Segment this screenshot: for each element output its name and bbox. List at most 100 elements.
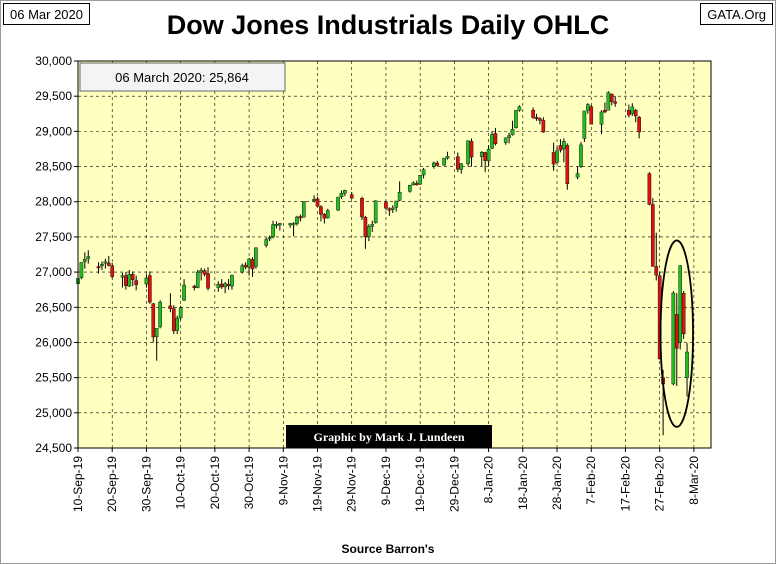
ohlc-body: [127, 274, 132, 287]
ohlc-body: [124, 275, 128, 286]
ohlc-bar-down: [534, 113, 539, 121]
ohlc-body: [288, 223, 292, 226]
ohlc-body: [172, 308, 176, 332]
ohlc-body: [110, 265, 115, 277]
ohlc-bar-up: [510, 120, 515, 136]
ohlc-body: [490, 134, 494, 149]
ohlc-body: [671, 292, 676, 385]
ohlc-body: [247, 258, 251, 268]
ohlc-bar-up: [302, 201, 306, 218]
ohlc-body: [363, 217, 368, 237]
x-tick-label: 19-Nov-19: [311, 456, 325, 512]
ohlc-body: [678, 265, 683, 343]
ohlc-bar-up: [466, 140, 470, 166]
ohlc-body: [558, 145, 563, 151]
ohlc-bar-up: [442, 157, 446, 166]
ohlc-bar-down: [134, 275, 138, 291]
ohlc-body: [442, 157, 446, 166]
ohlc-body: [633, 110, 638, 117]
ohlc-bar-up: [271, 220, 275, 239]
ohlc-body: [486, 149, 491, 162]
ohlc-body: [216, 284, 221, 288]
ohlc-bar-down: [168, 293, 173, 313]
x-tick-label: 9-Nov-19: [276, 456, 290, 506]
ohlc-body: [315, 198, 320, 207]
ohlc-bar-up: [127, 269, 132, 287]
ohlc-bar-down: [483, 151, 487, 173]
ohlc-body: [230, 274, 234, 287]
last-close-text: 06 March 2020: 25,864: [115, 70, 249, 85]
ohlc-body: [503, 137, 508, 143]
ohlc-bar-down: [637, 115, 641, 139]
ohlc-bar-up: [175, 315, 180, 335]
ohlc-bar-down: [469, 138, 474, 167]
x-tick-label: 7-Feb-20: [584, 456, 598, 505]
ohlc-bar-down: [493, 127, 498, 146]
ohlc-body: [414, 183, 419, 186]
ohlc-bar-up: [479, 151, 484, 166]
y-tick-label: 29,500: [35, 89, 72, 103]
ohlc-bar-down: [558, 139, 563, 153]
ohlc-bar-up: [178, 305, 183, 320]
ohlc-body: [144, 277, 149, 285]
ohlc-bar-down: [130, 271, 135, 287]
y-tick-label: 27,500: [35, 230, 72, 244]
y-tick-label: 28,000: [35, 195, 72, 209]
credit-box: Graphic by Mark J. Lundeen: [286, 425, 492, 448]
ohlc-body: [120, 275, 125, 278]
ohlc-body: [562, 141, 566, 150]
ohlc-body: [370, 224, 375, 227]
ohlc-bar-up: [373, 200, 378, 224]
ohlc-body: [394, 200, 399, 208]
ohlc-body: [479, 152, 484, 157]
x-tick-label: 30-Sep-19: [139, 456, 153, 512]
ohlc-body: [589, 106, 594, 125]
ohlc-bar-down: [192, 284, 197, 291]
y-tick-label: 30,000: [35, 54, 72, 68]
ohlc-body: [459, 163, 464, 170]
ohlc-bar-up: [264, 237, 268, 248]
ohlc-body: [408, 184, 412, 192]
ohlc-bar-down: [387, 207, 392, 216]
ohlc-bar-up: [390, 205, 395, 213]
ohlc-bar-up: [685, 343, 689, 397]
y-tick-label: 28,500: [35, 160, 72, 174]
ohlc-bar-up: [295, 215, 299, 226]
x-tick-label: 27-Feb-20: [653, 456, 667, 512]
ohlc-bar-up: [154, 328, 159, 361]
ohlc-bar-up: [370, 220, 375, 232]
ohlc-bar-down: [538, 117, 542, 125]
ohlc-body: [130, 274, 135, 280]
x-tick-label: 9-Dec-19: [379, 456, 393, 506]
ohlc-bar-up: [144, 274, 149, 288]
ohlc-bar-up: [216, 281, 221, 292]
ohlc-body: [83, 259, 87, 262]
ohlc-bar-up: [254, 247, 258, 269]
ohlc-body: [654, 266, 659, 276]
ohlc-body: [531, 110, 535, 118]
ohlc-body: [267, 237, 272, 240]
ohlc-body: [603, 110, 607, 113]
ohlc-bar-down: [298, 214, 303, 222]
ohlc-bar-down: [151, 303, 156, 343]
y-tick-label: 24,500: [35, 441, 72, 455]
ohlc-bar-down: [627, 104, 631, 118]
ohlc-body: [534, 117, 539, 119]
ohlc-bar-down: [202, 268, 207, 277]
ohlc-bar-down: [651, 198, 655, 267]
ohlc-body: [148, 275, 152, 303]
ohlc-bar-up: [490, 131, 494, 149]
credit-box-frame: [286, 425, 492, 448]
ohlc-body: [178, 307, 183, 319]
ohlc-bar-down: [319, 205, 323, 222]
ohlc-body: [445, 156, 450, 159]
ohlc-body: [219, 283, 224, 288]
ohlc-bar-down: [226, 279, 231, 290]
ohlc-body: [264, 239, 268, 246]
ohlc-body: [493, 133, 498, 145]
ohlc-bar-up: [86, 250, 91, 264]
ohlc-bar-down: [96, 262, 101, 274]
ohlc-bar-down: [647, 172, 652, 206]
ohlc-bar-up: [562, 138, 566, 163]
ohlc-bar-up: [514, 110, 518, 129]
